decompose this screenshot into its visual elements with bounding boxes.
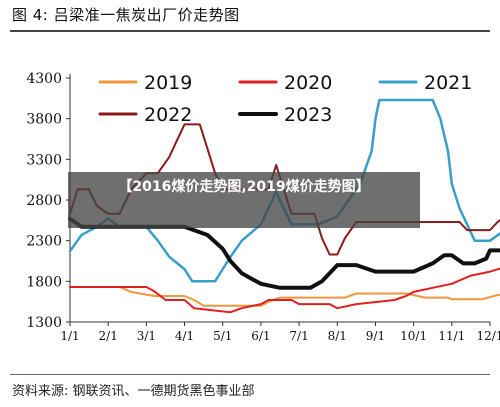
series-line-2023: [68, 216, 500, 290]
y-tick-label: 2800: [26, 193, 62, 209]
title-divider: [10, 30, 490, 32]
x-tick-label: 10/1: [400, 329, 427, 343]
source-note: 资料来源: 钢联资讯、一德期货黑色事业部: [12, 384, 255, 399]
caption-overlay: 【2016煤价走势图,2019煤价走势图】: [68, 172, 420, 228]
x-tick-label: 6/1: [251, 329, 270, 343]
line-chart: 1300 1800 2300 2800 3300 3800 4300 1/1 2/1 3/1 4/1…: [26, 71, 500, 343]
x-tick-label: 8/1: [328, 329, 347, 343]
x-tick-label: 1/1: [60, 329, 79, 343]
x-tick-label: 12/1: [477, 329, 500, 343]
x-tick-label: 4/1: [175, 329, 194, 343]
legend-label-2021: 2021: [424, 72, 472, 94]
legend-label-2023: 2023: [284, 104, 332, 126]
x-tick-label: 7/1: [289, 329, 308, 343]
caption-overlay-text: 【2016煤价走势图,2019煤价走势图】: [118, 179, 370, 195]
y-tick-label: 4300: [26, 71, 62, 87]
figure-title: 图 4: 吕梁准一焦炭出厂价走势图: [12, 6, 240, 24]
source-divider: [10, 374, 490, 375]
series-line-2020: [69, 267, 500, 314]
legend-label-2022: 2022: [144, 104, 192, 126]
legend-label-2019: 2019: [144, 72, 192, 94]
legend-label-2020: 2020: [284, 72, 332, 94]
y-tick-label: 2300: [26, 234, 62, 250]
x-tick-label: 2/1: [99, 329, 118, 343]
x-tick-label: 11/1: [438, 329, 465, 343]
x-tick-label: 9/1: [366, 329, 385, 343]
x-tick-label: 5/1: [213, 329, 232, 343]
y-tick-label: 1300: [26, 315, 62, 331]
series-line-2019: [69, 286, 500, 307]
y-tick-label: 1800: [26, 274, 62, 290]
y-tick-label: 3300: [26, 152, 62, 168]
y-tick-label: 3800: [26, 112, 62, 128]
x-tick-label: 3/1: [137, 329, 156, 343]
